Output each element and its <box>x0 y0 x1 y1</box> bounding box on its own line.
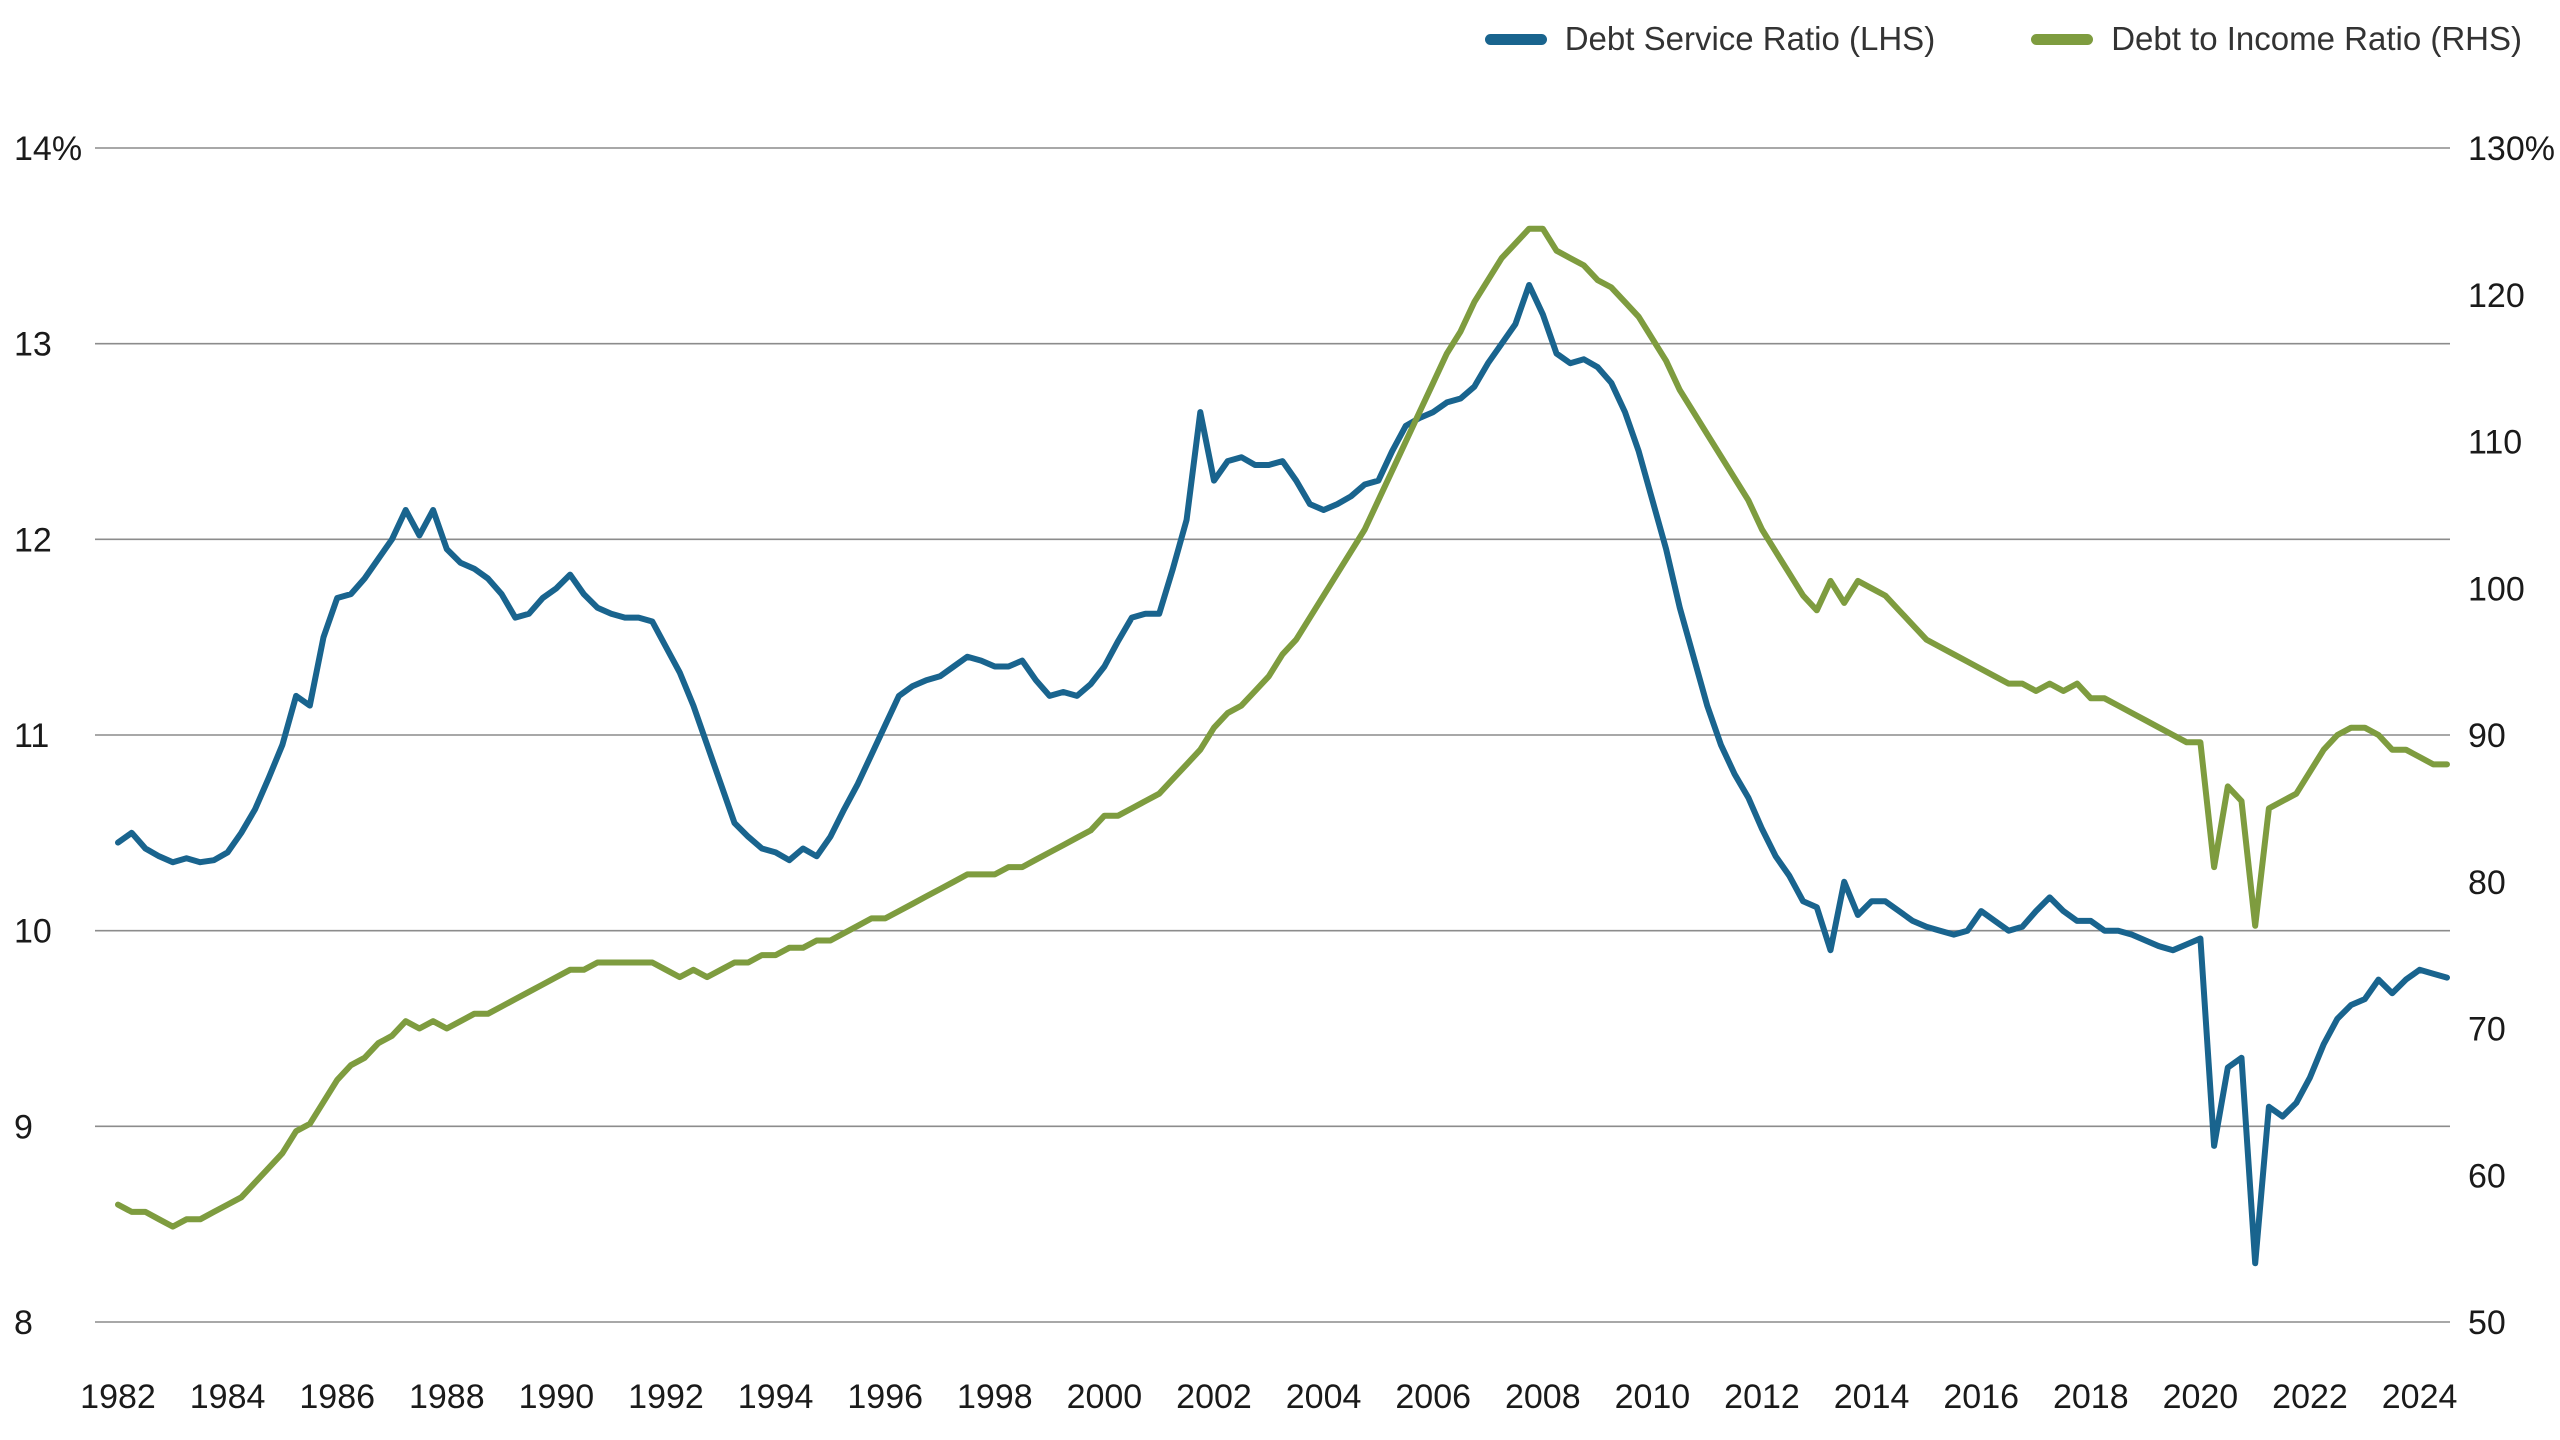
x-axis-tick-label: 1988 <box>409 1378 485 1416</box>
right-axis-tick-label: 50 <box>2468 1304 2506 1342</box>
x-axis-tick-label: 1990 <box>519 1378 595 1416</box>
legend-item-debt-to-income-ratio: Debt to Income Ratio (RHS) <box>2031 20 2522 58</box>
x-axis-tick-label: 2004 <box>1286 1378 1362 1416</box>
x-axis-tick-label: 2024 <box>2382 1378 2458 1416</box>
x-axis-tick-label: 2012 <box>1724 1378 1800 1416</box>
x-axis-tick-label: 2022 <box>2272 1378 2348 1416</box>
left-axis-tick-label: 12 <box>14 521 52 559</box>
right-axis-tick-label: 70 <box>2468 1011 2506 1049</box>
right-axis-tick-label: 80 <box>2468 864 2506 902</box>
legend: Debt Service Ratio (LHS) Debt to Income … <box>1484 20 2522 58</box>
legend-swatch-blue-icon <box>1484 33 1547 45</box>
legend-item-debt-service-ratio: Debt Service Ratio (LHS) <box>1484 20 1936 58</box>
left-axis-tick-label: 11 <box>14 717 49 755</box>
x-axis-tick-label: 2000 <box>1067 1378 1143 1416</box>
x-axis-tick-label: 1994 <box>738 1378 814 1416</box>
right-axis-tick-label: 130% <box>2468 130 2555 168</box>
x-axis-tick-label: 2016 <box>1943 1378 2019 1416</box>
x-axis-tick-label: 1992 <box>628 1378 704 1416</box>
x-axis-tick-label: 1984 <box>190 1378 266 1416</box>
x-axis-tick-label: 1996 <box>847 1378 923 1416</box>
x-axis-tick-label: 1982 <box>80 1378 156 1416</box>
right-axis-tick-label: 110 <box>2468 424 2522 462</box>
right-axis-tick-label: 100 <box>2468 570 2525 608</box>
right-axis-tick-label: 60 <box>2468 1157 2506 1195</box>
right-axis-tick-label: 120 <box>2468 277 2525 315</box>
x-axis-tick-label: 2014 <box>1834 1378 1910 1416</box>
x-axis-tick-label: 2020 <box>2163 1378 2239 1416</box>
x-axis-tick-label: 1998 <box>957 1378 1033 1416</box>
x-axis-tick-label: 2006 <box>1395 1378 1471 1416</box>
x-axis-tick-label: 2010 <box>1615 1378 1691 1416</box>
x-axis-tick-label: 2002 <box>1176 1378 1252 1416</box>
left-axis-tick-label: 8 <box>14 1304 33 1342</box>
legend-label-debt-service-ratio: Debt Service Ratio (LHS) <box>1564 20 1936 57</box>
left-axis-tick-label: 13 <box>14 326 52 364</box>
legend-label-debt-to-income-ratio: Debt to Income Ratio (RHS) <box>2111 20 2522 57</box>
x-axis-tick-label: 1986 <box>299 1378 375 1416</box>
legend-swatch-green-icon <box>2031 33 2094 45</box>
right-axis-tick-label: 90 <box>2468 717 2506 755</box>
x-axis-tick-label: 2018 <box>2053 1378 2129 1416</box>
series-line-1 <box>115 225 2450 1230</box>
left-axis-tick-label: 14% <box>14 130 82 168</box>
x-axis-tick-label: 2008 <box>1505 1378 1581 1416</box>
left-axis-tick-label: 9 <box>14 1108 33 1146</box>
left-axis-tick-label: 10 <box>14 913 52 951</box>
series-line-0 <box>115 282 2450 1267</box>
